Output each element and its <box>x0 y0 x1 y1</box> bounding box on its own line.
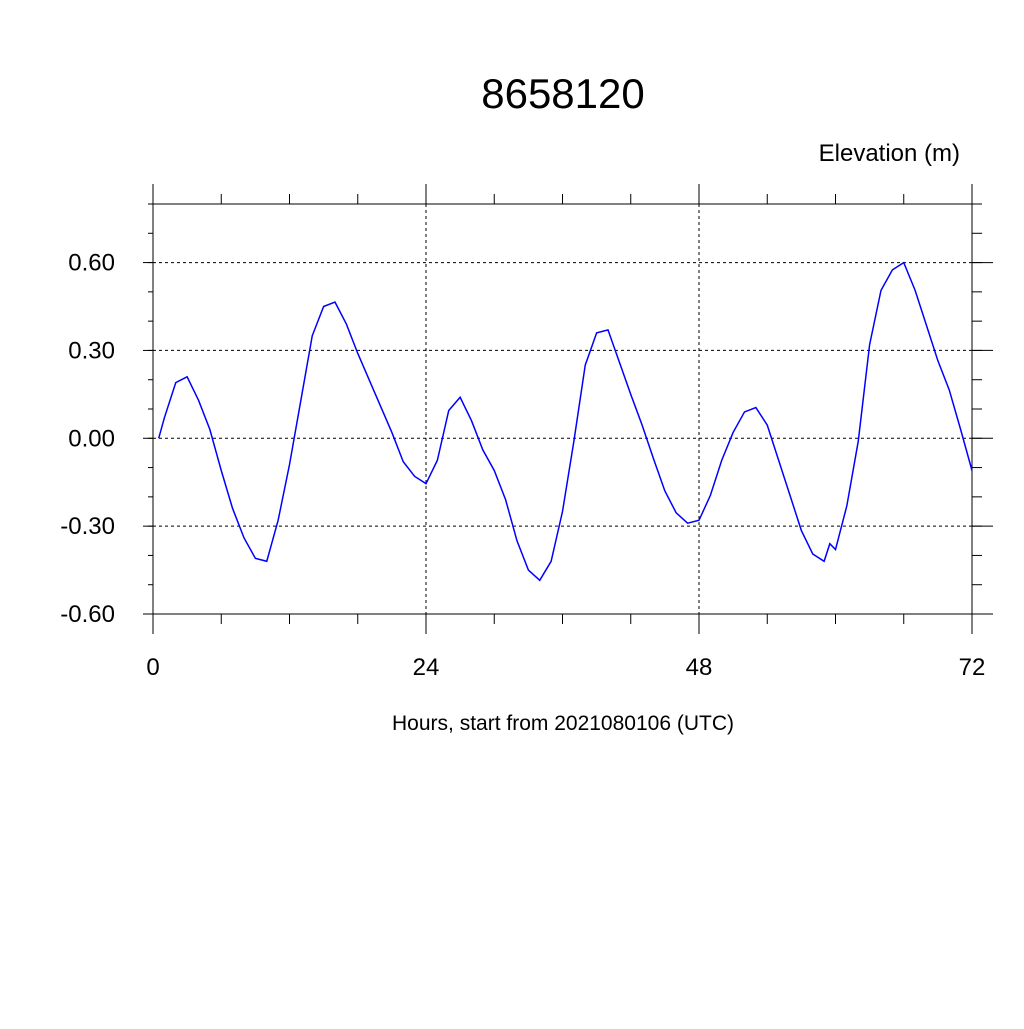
y-tick-label: 0.60 <box>68 250 115 277</box>
data-line <box>157 261 973 582</box>
x-axis-label: Hours, start from 2021080106 (UTC) <box>392 712 734 735</box>
x-tick-label: 48 <box>686 654 713 681</box>
y-tick-label: -0.30 <box>60 513 115 540</box>
y-axis-label: Elevation (m) <box>819 140 960 167</box>
x-tick-label: 72 <box>959 654 986 681</box>
y-tick-label: -0.60 <box>60 601 115 628</box>
x-tick-label: 24 <box>413 654 440 681</box>
y-tick-label: 0.30 <box>68 337 115 364</box>
plot-frame <box>152 203 973 615</box>
y-tick-label: 0.00 <box>68 425 115 452</box>
x-tick-label: 0 <box>146 654 159 681</box>
chart-title: 8658120 <box>481 70 645 117</box>
